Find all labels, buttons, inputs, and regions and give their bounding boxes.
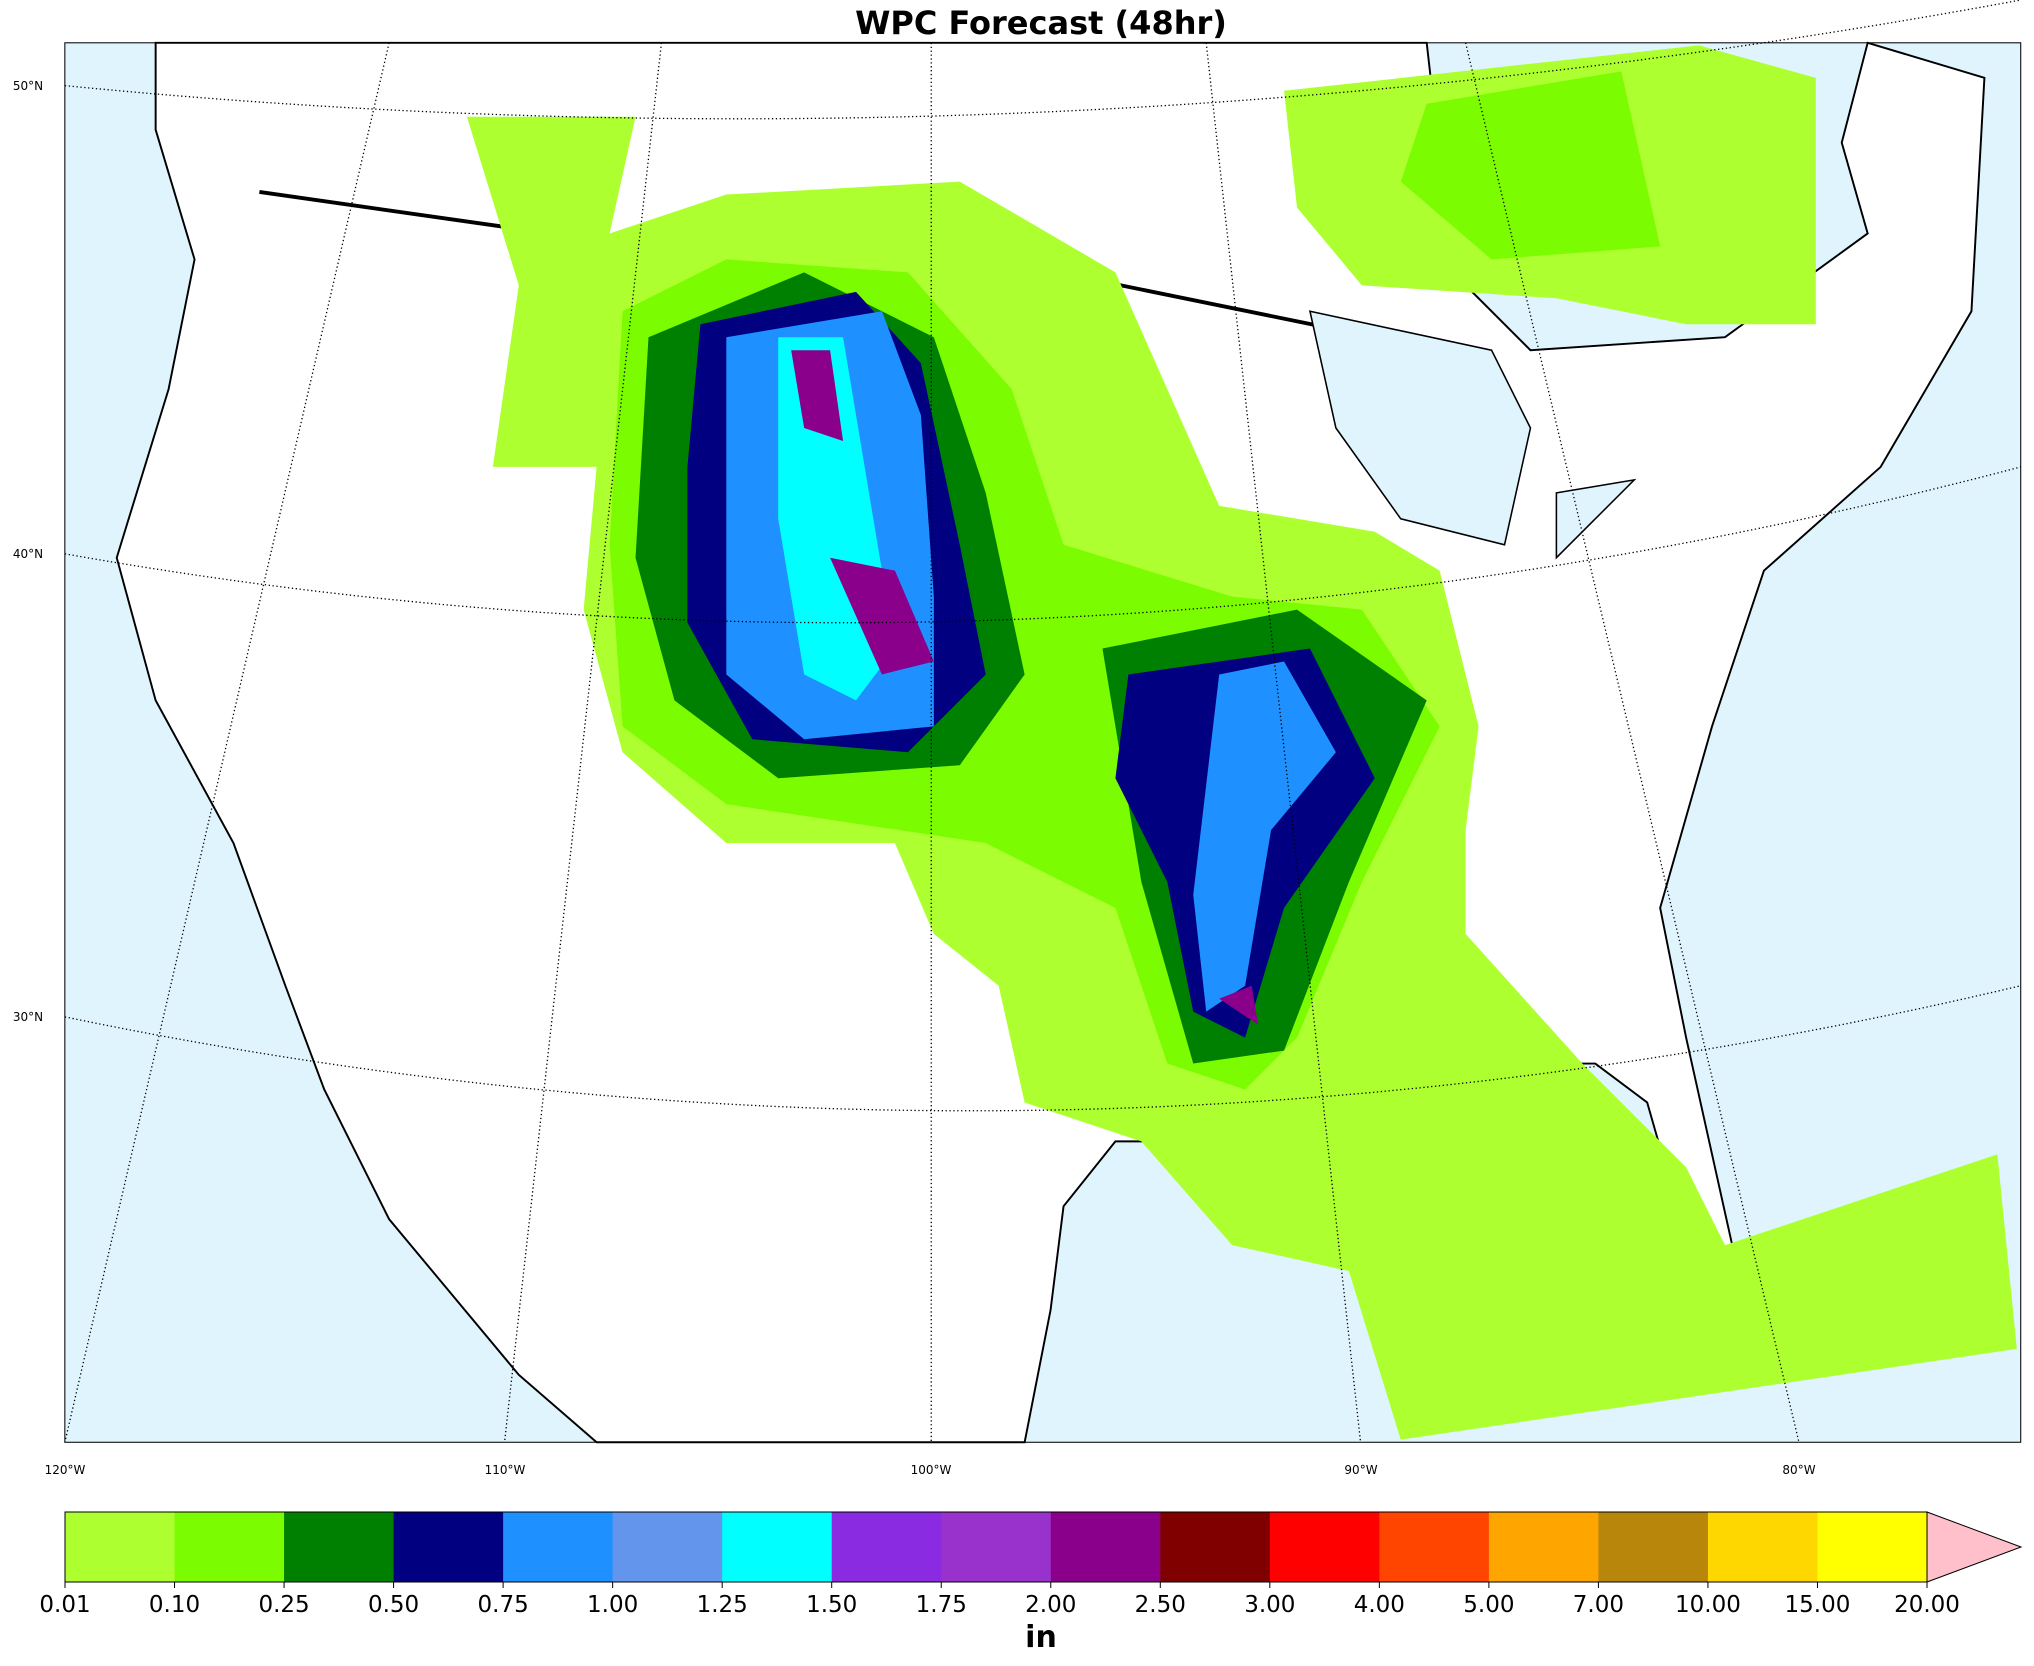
colorbar-tick-label: 0.10 [149, 1592, 200, 1618]
lon-labels: 120°W 110°W 100°W 90°W 80°W [45, 1463, 1816, 1477]
colorbar-bin [1817, 1512, 1928, 1582]
colorbar-bin [941, 1512, 1052, 1582]
colorbar-tick-label: 1.00 [587, 1592, 638, 1618]
precip-area [791, 350, 1259, 1025]
colorbar-bin [174, 1512, 285, 1582]
colorbar-tick-label: 1.75 [916, 1592, 967, 1618]
precip-area [726, 311, 1336, 1012]
colorbar-bin [1160, 1512, 1271, 1582]
lon-label: 100°W [911, 1463, 952, 1477]
colorbar-bin [284, 1512, 395, 1582]
graticule [64, 0, 2021, 1443]
colorbar-tick-label: 0.01 [39, 1592, 90, 1618]
colorbar-tick-label: 0.50 [368, 1592, 419, 1618]
colorbar-tick-label: 1.25 [697, 1592, 748, 1618]
colorbar-frame [64, 1511, 1928, 1583]
colorbar-tick-label: 1.50 [806, 1592, 857, 1618]
lon-label: 80°W [1782, 1463, 1815, 1477]
colorbar-bin [65, 1512, 176, 1582]
lon-label: 120°W [45, 1463, 86, 1477]
map-title: WPC Forecast (48hr) [855, 4, 1227, 42]
lon-label: 110°W [485, 1463, 526, 1477]
great-lakes [1308, 310, 1637, 560]
colorbar-extend [1926, 1511, 2023, 1583]
precipitation [466, 45, 2017, 1440]
colorbar-tick-label: 3.00 [1244, 1592, 1295, 1618]
colorbar-bin [393, 1512, 504, 1582]
lat-label: 40°N [13, 547, 43, 561]
colorbar-tick-label: 4.00 [1354, 1592, 1405, 1618]
colorbar-tick-label: 10.00 [1675, 1592, 1741, 1618]
colorbar-bin [831, 1512, 942, 1582]
colorbar-tick-label: 5.00 [1463, 1592, 1514, 1618]
lon-label: 90°W [1344, 1463, 1377, 1477]
colorbar-bin [722, 1512, 833, 1582]
colorbar-bin [1269, 1512, 1380, 1582]
colorbar-bin [1598, 1512, 1709, 1582]
lat-label: 30°N [13, 1010, 43, 1024]
map [64, 0, 2022, 1444]
colorbar-tick-label: 2.50 [1135, 1592, 1186, 1618]
lat-label: 50°N [13, 79, 43, 93]
colorbar-tick-label: 20.00 [1894, 1592, 1960, 1618]
colorbar-bin [1707, 1512, 1818, 1582]
colorbar-tick-label: 15.00 [1785, 1592, 1851, 1618]
lat-labels: 50°N 40°N 30°N [13, 79, 43, 1024]
precip-area [1400, 71, 1661, 260]
colorbar-bin [612, 1512, 723, 1582]
colorbar-bin [1050, 1512, 1161, 1582]
colorbar-bin [1379, 1512, 1490, 1582]
colorbar-tick-label: 0.25 [258, 1592, 309, 1618]
colorbar-tick-label: 7.00 [1573, 1592, 1624, 1618]
colorbar: 0.01 0.10 0.25 0.50 0.75 1.00 1.25 1.50 1.75 2.00… [39, 1511, 2023, 1618]
colorbar-bin [1488, 1512, 1599, 1582]
colorbar-bin [503, 1512, 614, 1582]
colorbar-tick-label: 0.75 [478, 1592, 529, 1618]
colorbar-label: in [1025, 1620, 1057, 1655]
colorbar-tick-label: 2.00 [1025, 1592, 1076, 1618]
